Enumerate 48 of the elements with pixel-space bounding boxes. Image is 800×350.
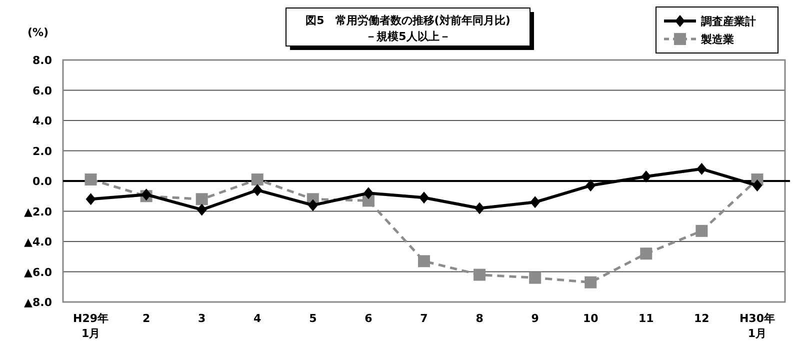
x-tick-label: 8 [476, 312, 484, 325]
y-tick-label: ▲2.0 [24, 205, 52, 218]
point [752, 180, 762, 192]
legend-label: 調査産業計 [701, 15, 756, 28]
x-tick-label: 7 [420, 312, 428, 325]
point [474, 202, 485, 214]
point [418, 255, 430, 268]
chart-subtitle: －規模5人以上－ [366, 30, 450, 43]
point [196, 204, 207, 216]
y-tick-label: ▲6.0 [24, 266, 52, 279]
point [308, 199, 318, 212]
y-tick-label: 2.0 [32, 144, 52, 158]
x-tick-label: 6 [364, 312, 373, 325]
x-tick-label: H29年 1月 [73, 312, 109, 340]
y-tick-label: 4.0 [32, 114, 52, 128]
x-tick-label: 5 [309, 312, 317, 325]
y-tick-label: ▲4.0 [24, 236, 52, 248]
x-tick-label: 11 [638, 312, 654, 325]
x-tick-label: 9 [531, 312, 539, 325]
point [586, 180, 596, 192]
x-tick-label: 4 [254, 312, 262, 325]
chart-title: 図5 常用労働者数の推移(対前年同月比) [306, 14, 510, 27]
legend-label: 製造業 [700, 33, 734, 46]
x-tick-label: 12 [694, 312, 710, 325]
point [474, 268, 486, 281]
point [86, 193, 96, 206]
point [251, 173, 264, 186]
x-tick-label: 2 [142, 312, 150, 325]
point [696, 224, 708, 237]
x-tick-label: 10 [582, 312, 599, 325]
point [363, 187, 374, 200]
point [641, 170, 652, 182]
point [696, 162, 707, 175]
point [84, 173, 97, 186]
y-tick-label: 6.0 [32, 84, 52, 98]
point [252, 184, 262, 196]
point [196, 193, 208, 206]
y-tick-label: 0.0 [32, 175, 52, 188]
point [640, 248, 652, 260]
point [584, 276, 597, 288]
x-tick-label: 3 [198, 312, 206, 325]
point [419, 192, 429, 204]
y-tick-label: 8.0 [32, 54, 52, 67]
y-axis-title: (%) [27, 26, 49, 39]
y-tick-label: ▲8.0 [24, 296, 52, 309]
x-tick-label: H30年 1月 [739, 312, 775, 340]
point [530, 196, 540, 208]
point [529, 272, 542, 284]
